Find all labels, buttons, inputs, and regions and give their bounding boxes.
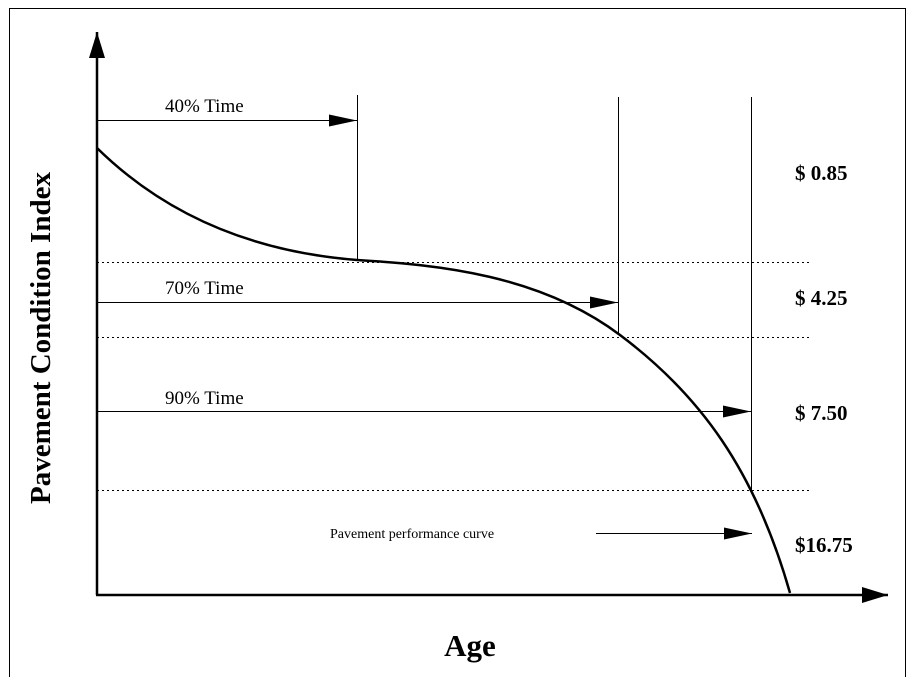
x-axis-label: Age xyxy=(444,628,496,663)
time-label: 70% Time xyxy=(165,278,244,299)
curve-label: Pavement performance curve xyxy=(330,527,494,542)
cost-label: $ 0.85 xyxy=(795,161,848,185)
time-label: 40% Time xyxy=(165,96,244,117)
cost-label: $ 4.25 xyxy=(795,286,848,310)
frame xyxy=(9,8,906,677)
y-axis-label: Pavement Condition Index xyxy=(25,172,57,504)
cost-label: $16.75 xyxy=(795,533,853,557)
cost-label: $ 7.50 xyxy=(795,401,848,425)
time-label: 90% Time xyxy=(165,388,244,409)
performance-curve xyxy=(96,147,792,594)
